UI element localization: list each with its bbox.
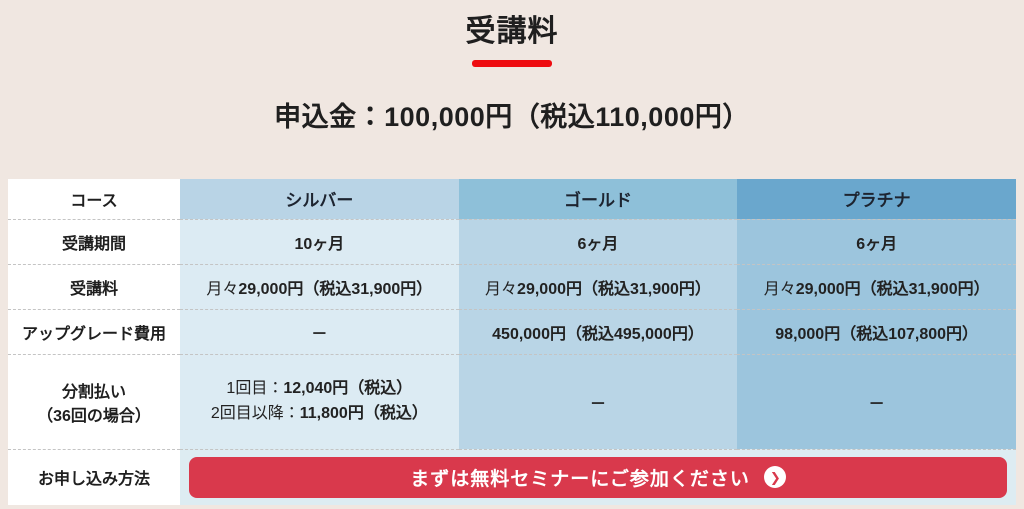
header-plan-platinum: プラチナ: [737, 179, 1016, 219]
period-gold: 6ヶ月: [458, 218, 738, 264]
fee-amount: 29,000円（税込31,900円）: [517, 280, 711, 298]
upgrade-gold: 450,000円（税込495,000円）: [458, 308, 738, 354]
table-row-fee: 受講料 月々29,000円（税込31,900円） 月々29,000円（税込31,…: [8, 263, 1016, 309]
installment-label-line1: 分割払い: [62, 383, 127, 401]
period-silver: 10ヶ月: [180, 218, 459, 264]
table-row-installment: 分割払い （36回の場合） 1回目：12,040円（税込） 2回目以降：11,8…: [8, 353, 1016, 449]
header-plan-silver: シルバー: [180, 179, 459, 219]
fee-amount: 29,000円（税込31,900円）: [795, 280, 990, 298]
fee-silver: 月々29,000円（税込31,900円）: [180, 263, 459, 309]
row-label-upgrade: アップグレード費用: [8, 308, 181, 354]
row-label-fee: 受講料: [8, 263, 181, 309]
installment-later-payment: 2回目以降：11,800円（税込）: [186, 402, 453, 427]
installment-silver: 1回目：12,040円（税込） 2回目以降：11,800円（税込）: [180, 353, 459, 449]
arrow-right-circle-icon: ❯: [763, 466, 786, 488]
installment-platinum: －: [737, 353, 1016, 449]
table-row-upgrade: アップグレード費用 － 450,000円（税込495,000円） 98,000円…: [8, 308, 1016, 354]
pricing-section: 受講料 申込金：100,000円（税込110,000円） コース シルバー ゴー…: [0, 6, 1024, 509]
fee-prefix: 月々: [485, 280, 518, 298]
pricing-table: コース シルバー ゴールド プラチナ 受講期間 10ヶ月 6ヶ月 6ヶ月 受講料…: [8, 179, 1016, 505]
installment-label-line2: （36回の場合）: [37, 407, 151, 425]
installment-later-amount: 11,800円（税込）: [299, 404, 428, 422]
table-row-apply: お申し込み方法 まずは無料セミナーにご参加ください ❯: [8, 448, 1016, 505]
fee-platinum: 月々29,000円（税込31,900円）: [737, 263, 1016, 309]
free-seminar-button-label: まずは無料セミナーにご参加ください: [410, 468, 750, 490]
installment-gold: －: [458, 353, 738, 449]
installment-first-prefix: 1回目：: [226, 379, 284, 397]
application-fee-text: 申込金：100,000円（税込110,000円）: [274, 102, 750, 132]
fee-amount: 29,000円（税込31,900円）: [238, 280, 433, 298]
page-title: 受講料: [465, 15, 559, 48]
row-label-apply: お申し込み方法: [8, 448, 181, 505]
header-course: コース: [8, 179, 181, 219]
row-label-installment: 分割払い （36回の場合）: [8, 353, 181, 449]
installment-first-amount: 12,040円（税込）: [283, 379, 413, 397]
table-row-period: 受講期間 10ヶ月 6ヶ月 6ヶ月: [8, 218, 1016, 264]
fee-gold: 月々29,000円（税込31,900円）: [458, 263, 738, 309]
installment-first-payment: 1回目：12,040円（税込）: [186, 377, 453, 402]
title-underline: [472, 60, 552, 67]
installment-later-prefix: 2回目以降：: [210, 404, 300, 422]
fee-prefix: 月々: [763, 280, 796, 298]
apply-cell: まずは無料セミナーにご参加ください ❯: [180, 448, 1016, 505]
upgrade-silver: －: [180, 308, 459, 354]
row-label-period: 受講期間: [8, 218, 181, 264]
free-seminar-button[interactable]: まずは無料セミナーにご参加ください ❯: [189, 456, 1007, 498]
table-header-row: コース シルバー ゴールド プラチナ: [8, 179, 1016, 219]
upgrade-platinum: 98,000円（税込107,800円）: [737, 308, 1016, 354]
fee-prefix: 月々: [206, 280, 239, 298]
header-plan-gold: ゴールド: [458, 179, 738, 219]
period-platinum: 6ヶ月: [737, 218, 1016, 264]
